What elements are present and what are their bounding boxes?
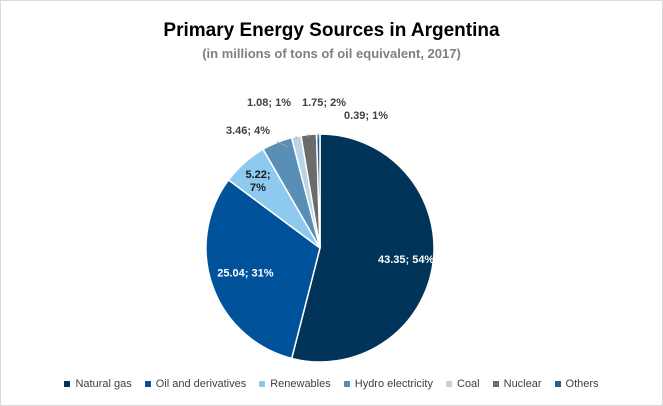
chart-title: Primary Energy Sources in Argentina: [163, 20, 500, 41]
leader-line: [276, 141, 289, 148]
legend-label: Coal: [457, 378, 480, 390]
legend-swatch: [144, 381, 151, 387]
legend-item: Renewables: [259, 378, 331, 390]
data-label: 43.35; 54%: [378, 254, 434, 266]
chart-legend: Natural gas Oil and derivatives Renewables…: [0, 378, 663, 390]
legend-label: Nuclear: [503, 378, 542, 390]
legend-swatch: [343, 381, 350, 387]
legend-swatch: [446, 381, 452, 387]
data-label: 1.08; 1%: [247, 97, 291, 109]
data-label: 3.46; 4%: [226, 125, 270, 137]
leader-line: [307, 133, 309, 138]
legend-swatch: [64, 381, 71, 387]
legend-swatch: [492, 381, 499, 387]
legend-swatch: [259, 381, 266, 387]
legend-item: Oil and derivatives: [144, 378, 247, 390]
legend-label: Renewables: [270, 378, 331, 390]
legend-label: Oil and derivatives: [155, 378, 247, 390]
pie-slice-oil-and-derivatives: [205, 178, 321, 360]
legend-label: Others: [565, 378, 599, 390]
legend-item: Natural gas: [64, 378, 132, 390]
data-label: 25.04; 31%: [217, 268, 273, 280]
legend-item: Others: [554, 378, 599, 390]
data-label: 7%: [250, 182, 266, 194]
data-label: 1.75; 2%: [302, 97, 346, 109]
data-label: 5.22;: [245, 169, 270, 181]
legend-item: Hydro electricity: [343, 378, 433, 390]
chart-subtitle: (in millions of tons of oil equivalent, …: [202, 46, 461, 61]
legend-item: Nuclear: [492, 378, 542, 390]
legend-label: Hydro electricity: [354, 378, 433, 390]
legend-label: Natural gas: [75, 378, 132, 390]
data-label: 0.39; 1%: [344, 110, 388, 122]
legend-swatch: [554, 381, 561, 387]
pie-slice-natural-gas: [290, 133, 435, 363]
legend-item: Coal: [446, 378, 480, 390]
